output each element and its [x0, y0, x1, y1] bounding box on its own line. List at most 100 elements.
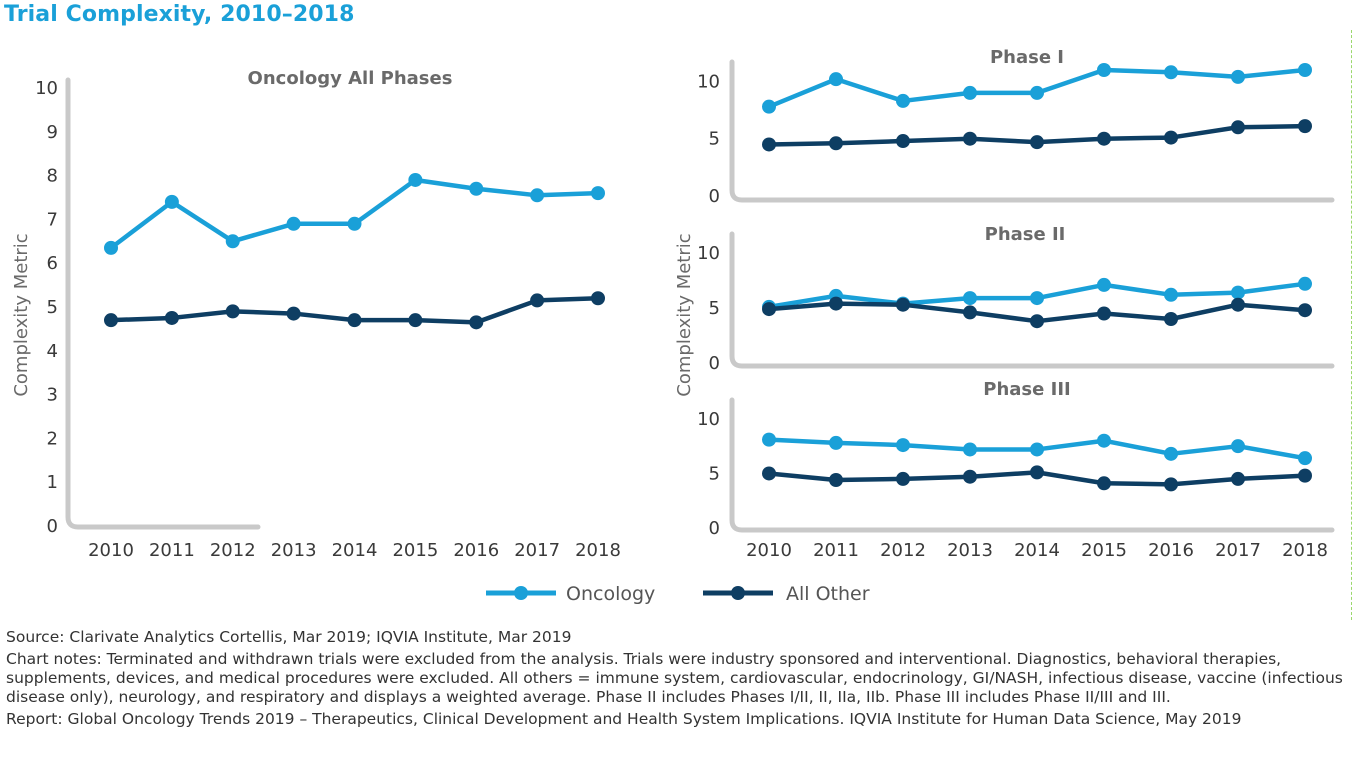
- data-point-all-other: [829, 473, 843, 487]
- data-point-oncology: [829, 72, 843, 87]
- x-tick-label: 2016: [453, 540, 499, 561]
- y-tick-label: 4: [47, 341, 58, 362]
- panel-title: Oncology All Phases: [248, 68, 453, 89]
- x-tick-label: 2011: [149, 540, 195, 561]
- data-point-oncology: [1097, 277, 1111, 292]
- data-point-all-other: [829, 136, 843, 151]
- x-tick-label: 2018: [575, 540, 621, 561]
- data-point-all-other: [762, 466, 776, 481]
- data-point-all-other: [1231, 471, 1245, 486]
- y-axis-label: Complexity Metric: [674, 233, 695, 396]
- x-tick-label: 2013: [271, 540, 317, 561]
- chart-title: Trial Complexity, 2010–2018: [4, 2, 355, 27]
- charts-canvas: Oncology All Phases 0 1 2 3 4 5 6 7 8 9 10 2010 2011 2…: [11, 47, 1335, 605]
- data-point-oncology: [1164, 287, 1178, 302]
- data-point-all-other: [1030, 314, 1044, 329]
- source-note: Source: Clarivate Analytics Cortellis, M…: [6, 628, 572, 646]
- data-point-oncology: [1164, 65, 1178, 80]
- series-line-oncology: [109, 177, 599, 250]
- data-point-all-other: [1298, 119, 1312, 134]
- y-tick-label: 6: [47, 253, 58, 274]
- data-point-all-other: [963, 469, 977, 484]
- data-point-all-other: [1231, 120, 1245, 135]
- data-point-oncology: [1298, 63, 1312, 77]
- y-axis-label: Complexity Metric: [11, 233, 32, 396]
- x-tick-label: 2014: [332, 540, 378, 561]
- data-point-all-other: [164, 310, 179, 325]
- data-point-all-other: [762, 302, 776, 317]
- data-point-all-other: [896, 297, 910, 312]
- data-point-all-other: [1097, 306, 1111, 321]
- data-point-oncology: [829, 435, 843, 450]
- data-point-oncology: [1097, 433, 1111, 448]
- x-tick-label: 2016: [1148, 540, 1194, 561]
- panel-title: Phase II: [985, 224, 1066, 245]
- data-point-oncology: [963, 291, 977, 306]
- x-tick-label: 2015: [1081, 540, 1127, 561]
- data-point-all-other: [530, 293, 545, 308]
- y-tick-label: 5: [709, 298, 720, 319]
- data-point-all-other: [1298, 468, 1312, 483]
- notes-block: Source: Clarivate Analytics Cortellis, M…: [6, 628, 1346, 732]
- y-tick-label: 0: [47, 516, 58, 537]
- axis-line: [65, 77, 261, 530]
- y-tick-label: 0: [709, 353, 720, 374]
- data-point-oncology: [896, 93, 910, 108]
- data-point-oncology: [347, 216, 362, 231]
- y-tick-label: 10: [697, 71, 720, 92]
- y-tick-label: 0: [709, 518, 720, 539]
- x-tick-label: 2011: [813, 540, 859, 561]
- data-point-all-other: [1231, 297, 1245, 312]
- data-point-all-other: [1298, 303, 1312, 318]
- legend-oncology-marker: [514, 586, 528, 600]
- data-point-oncology: [408, 172, 423, 187]
- y-tick-label: 1: [47, 472, 58, 493]
- panel-title: Phase III: [983, 379, 1070, 400]
- chart-notes: Chart notes: Terminated and withdrawn tr…: [6, 650, 1343, 706]
- legend: Oncology All Other: [486, 583, 870, 605]
- data-point-all-other: [286, 306, 301, 321]
- y-tick-label: 8: [47, 166, 58, 187]
- data-point-oncology: [286, 216, 301, 231]
- y-tick-label: 7: [47, 209, 58, 230]
- data-point-oncology: [963, 85, 977, 100]
- data-point-all-other: [225, 304, 240, 319]
- y-tick-label: 5: [47, 297, 58, 318]
- data-point-oncology: [1231, 285, 1245, 300]
- data-point-oncology: [1298, 276, 1312, 291]
- data-point-all-other: [1030, 465, 1044, 480]
- data-point-oncology: [591, 186, 605, 201]
- legend-oncology-label: Oncology: [566, 583, 655, 605]
- y-tick-label: 10: [35, 78, 58, 99]
- data-point-all-other: [1164, 130, 1178, 145]
- data-point-all-other: [963, 305, 977, 320]
- data-point-oncology: [1030, 85, 1044, 100]
- data-point-all-other: [1030, 135, 1044, 150]
- data-point-oncology: [1231, 439, 1245, 454]
- data-point-oncology: [762, 432, 776, 447]
- data-point-all-other: [896, 134, 910, 149]
- x-tick-label: 2013: [947, 540, 993, 561]
- y-tick-label: 0: [709, 186, 720, 207]
- data-point-all-other: [896, 471, 910, 486]
- x-tick-label: 2010: [746, 540, 792, 561]
- x-tick-label: 2017: [1215, 540, 1261, 561]
- y-tick-label: 5: [709, 129, 720, 150]
- legend-all-other-marker: [731, 586, 745, 600]
- data-point-oncology: [1030, 442, 1044, 457]
- chart-phase-3: Phase III 0 5 10 2010 2011 2012 2013 2014 2015 201…: [697, 379, 1335, 561]
- data-point-all-other: [1097, 131, 1111, 146]
- data-point-oncology: [896, 438, 910, 453]
- data-point-oncology: [963, 442, 977, 457]
- y-tick-label: 10: [697, 409, 720, 430]
- report-note: Report: Global Oncology Trends 2019 – Th…: [6, 710, 1242, 728]
- axis-line: [729, 397, 1335, 533]
- data-point-oncology: [1164, 446, 1178, 461]
- x-tick-label: 2018: [1282, 540, 1328, 561]
- x-tick-label: 2012: [210, 540, 256, 561]
- data-point-oncology: [104, 240, 118, 255]
- data-point-all-other: [408, 313, 423, 328]
- data-point-oncology: [225, 234, 240, 249]
- data-point-all-other: [591, 291, 605, 306]
- data-point-all-other: [1097, 476, 1111, 491]
